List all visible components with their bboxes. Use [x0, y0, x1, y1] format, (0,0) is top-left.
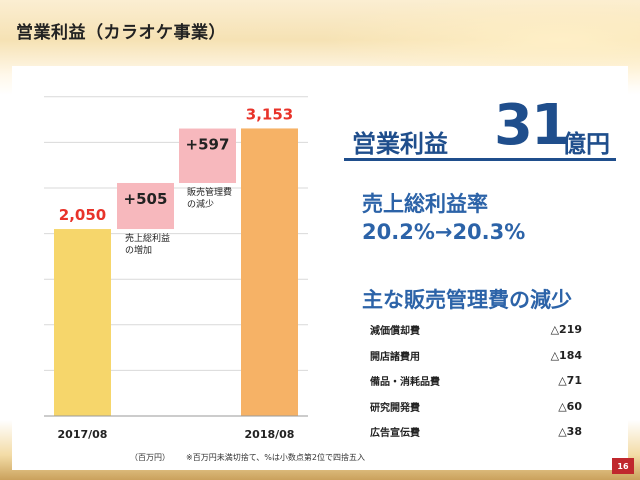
rounding-note: ※百万円未満切捨て、%は小数点第2位で四捨五入	[186, 453, 365, 462]
data-label: +597	[186, 136, 230, 154]
data-label: 2,050	[59, 206, 106, 224]
bar-annotation: の増加	[125, 244, 152, 256]
cost-item-value: △71	[558, 374, 582, 388]
cost-item-value: △38	[558, 425, 582, 439]
cost-item-label: 減価償却費	[370, 326, 420, 338]
cost-item-label: 広告宣伝費	[370, 428, 420, 440]
cost-item-value: △60	[558, 399, 582, 413]
list-item: 研究開発費 △60	[370, 394, 582, 420]
chart-bar	[117, 182, 174, 230]
x-axis-tick-labels: 2017/08 2018/08	[58, 428, 295, 441]
content-panel	[12, 66, 628, 470]
list-item: 開店諸費用 △184	[370, 343, 582, 369]
bar-annotation: の減少	[187, 198, 214, 210]
list-item: 広告宣伝費 △38	[370, 419, 582, 445]
list-item: 備品・消耗品費 △71	[370, 368, 582, 394]
cost-item-label: 備品・消耗品費	[370, 377, 440, 389]
page-number-badge: 16	[612, 458, 634, 474]
gross-margin-value: 20.2%→20.3%	[362, 220, 526, 244]
cost-item-label: 開店諸費用	[370, 351, 420, 363]
chart-value-labels: 2,050 +505 +597 3,153	[59, 105, 293, 224]
chart-bar	[54, 229, 111, 416]
unit-note: （百万円）	[130, 453, 170, 462]
bar-annotation: 販売管理費	[187, 186, 232, 198]
operating-profit-label: 営業利益	[352, 130, 448, 158]
chart-bars	[54, 128, 298, 416]
slide-title: 営業利益（カラオケ事業）	[16, 23, 226, 43]
chart-bar	[179, 128, 236, 183]
cost-reduction-title: 主な販売管理費の減少	[362, 288, 572, 312]
gross-margin-label: 売上総利益率	[362, 192, 488, 216]
kpi-underline	[344, 158, 616, 161]
cost-item-value: △219	[550, 323, 582, 337]
cost-item-label: 研究開発費	[370, 402, 420, 414]
data-label: +505	[124, 190, 168, 208]
list-item: 減価償却費 △219	[370, 317, 582, 343]
cost-reduction-list: 減価償却費 △219 開店諸費用 △184 備品・消耗品費 △71 研究開発費 …	[370, 317, 582, 445]
bar-annotation: 売上総利益	[125, 232, 170, 244]
operating-profit-unit: 億円	[562, 130, 610, 158]
x-tick-label: 2017/08	[58, 428, 108, 441]
x-tick-label: 2018/08	[245, 428, 295, 441]
operating-profit-value: 31	[494, 93, 570, 158]
cost-item-value: △184	[550, 348, 582, 362]
chart-bar	[241, 128, 298, 416]
data-label: 3,153	[246, 105, 293, 123]
